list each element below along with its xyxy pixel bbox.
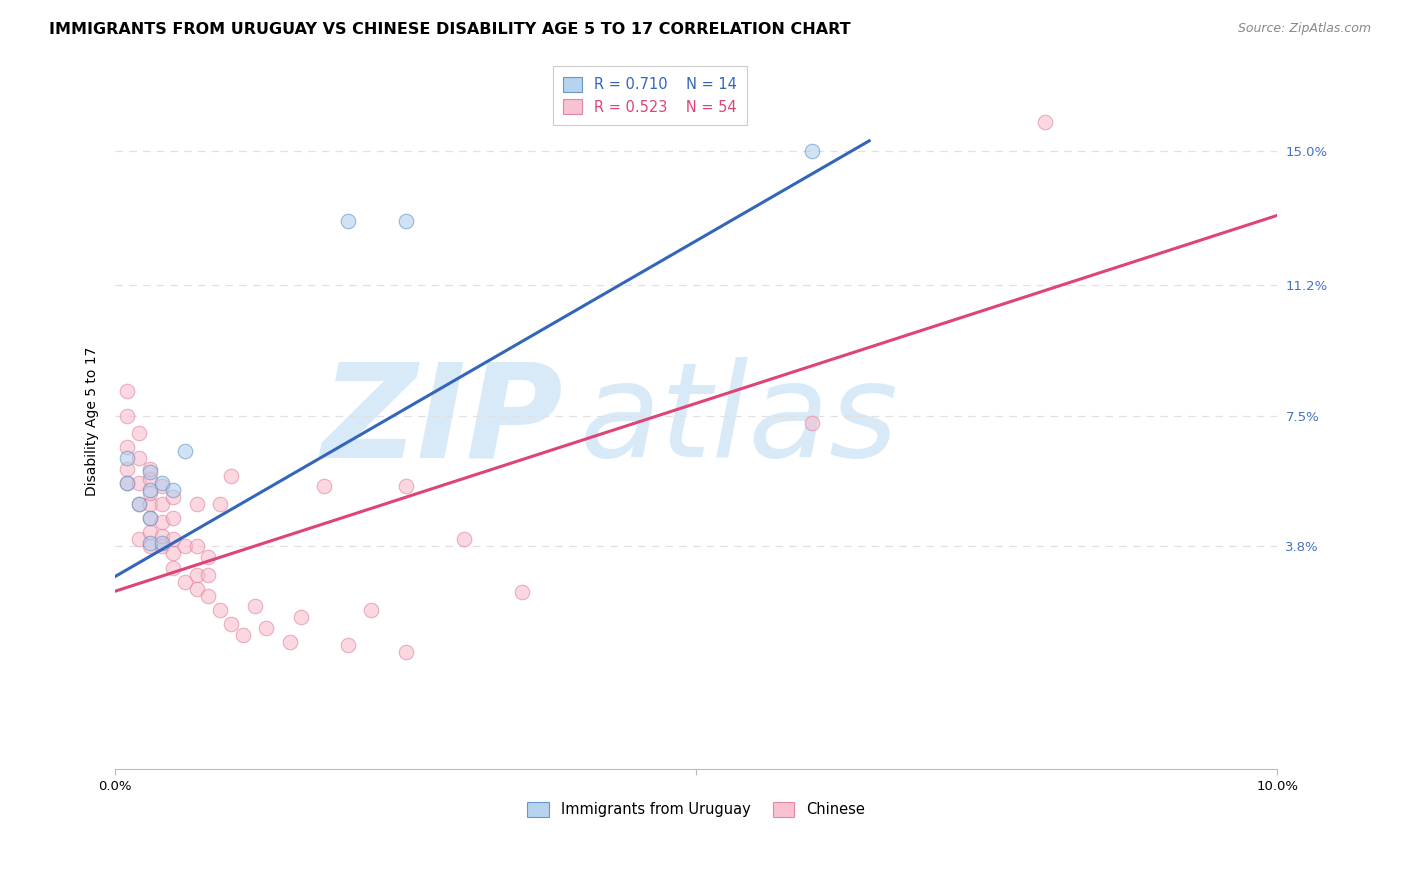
Point <box>197 567 219 582</box>
Point <box>1033 115 1056 129</box>
Point <box>139 536 162 550</box>
Point <box>221 468 243 483</box>
Point <box>174 540 197 554</box>
Point <box>115 475 138 490</box>
Point <box>162 560 184 574</box>
Point <box>128 533 150 547</box>
Point <box>395 214 418 228</box>
Point <box>150 536 173 550</box>
Point <box>221 617 243 632</box>
Point <box>186 582 208 596</box>
Point <box>139 525 162 540</box>
Point <box>453 533 475 547</box>
Text: ZIP: ZIP <box>321 358 562 484</box>
Point <box>162 533 184 547</box>
Point <box>115 384 138 398</box>
Point <box>128 475 150 490</box>
Point <box>243 599 266 614</box>
Point <box>801 144 824 158</box>
Point <box>336 638 359 652</box>
Point <box>162 483 184 497</box>
Point <box>232 628 254 642</box>
Point <box>254 621 277 635</box>
Point <box>128 426 150 441</box>
Legend: Immigrants from Uruguay, Chinese: Immigrants from Uruguay, Chinese <box>520 794 872 824</box>
Point <box>395 645 418 659</box>
Point <box>510 585 533 599</box>
Point <box>139 511 162 525</box>
Point <box>115 441 138 455</box>
Point <box>115 451 138 466</box>
Text: Source: ZipAtlas.com: Source: ZipAtlas.com <box>1237 22 1371 36</box>
Point <box>336 214 359 228</box>
Point <box>150 497 173 511</box>
Point <box>395 479 418 493</box>
Point <box>139 486 162 500</box>
Point <box>186 497 208 511</box>
Point <box>162 490 184 504</box>
Point <box>128 451 150 466</box>
Point <box>150 529 173 543</box>
Point <box>290 610 312 624</box>
Point <box>197 589 219 603</box>
Point <box>174 574 197 589</box>
Point <box>278 634 301 648</box>
Y-axis label: Disability Age 5 to 17: Disability Age 5 to 17 <box>86 346 100 496</box>
Point <box>115 461 138 475</box>
Point <box>360 603 382 617</box>
Point <box>150 540 173 554</box>
Point <box>139 511 162 525</box>
Point <box>150 479 173 493</box>
Text: IMMIGRANTS FROM URUGUAY VS CHINESE DISABILITY AGE 5 TO 17 CORRELATION CHART: IMMIGRANTS FROM URUGUAY VS CHINESE DISAB… <box>49 22 851 37</box>
Point <box>139 472 162 486</box>
Point <box>139 497 162 511</box>
Point <box>174 444 197 458</box>
Point <box>197 549 219 564</box>
Point <box>208 603 231 617</box>
Point <box>150 515 173 529</box>
Point <box>139 540 162 554</box>
Point <box>162 511 184 525</box>
Point <box>208 497 231 511</box>
Point <box>128 497 150 511</box>
Point <box>314 479 336 493</box>
Point <box>139 461 162 475</box>
Point <box>801 416 824 430</box>
Text: atlas: atlas <box>581 358 898 484</box>
Point <box>139 483 162 497</box>
Point <box>139 465 162 479</box>
Point <box>186 567 208 582</box>
Point <box>128 497 150 511</box>
Point <box>115 475 138 490</box>
Point <box>150 475 173 490</box>
Point <box>162 546 184 560</box>
Point <box>186 540 208 554</box>
Point <box>115 409 138 423</box>
